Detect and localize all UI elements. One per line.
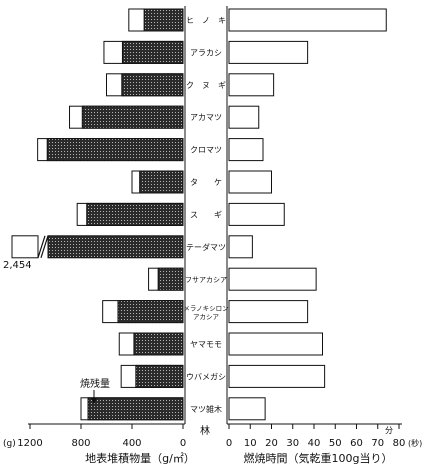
left-bar-area — [11, 8, 184, 421]
category-label: タ ケ — [190, 178, 222, 187]
left-bar-burned — [86, 202, 184, 226]
left-bar-burned — [143, 8, 184, 32]
category-label: クロマツ — [190, 146, 222, 155]
axis-break-mark — [37, 235, 46, 258]
left-x-tick-label: 800 — [71, 438, 90, 449]
left-bar-burned — [121, 40, 184, 64]
right-unit-tag: 分 — [385, 426, 393, 435]
left-bar-burned — [121, 73, 184, 97]
right-bar — [228, 138, 264, 162]
right-bar — [228, 397, 266, 421]
right-bar — [228, 73, 275, 97]
left-bar-burned — [157, 267, 184, 291]
left-bar-residue — [11, 235, 39, 259]
left-bar-burned — [81, 105, 184, 129]
right-bar — [228, 332, 323, 356]
category-label: ウバメガシ — [186, 371, 226, 381]
left-x-tick-label: 1200 — [17, 438, 42, 449]
residue-arrowhead — [91, 398, 97, 404]
left-bar-burned — [133, 332, 184, 356]
right-axis-title: 燃焼時間（気乾重100g当り） — [244, 451, 393, 465]
broken-bar-value-label: 2,454 — [3, 260, 32, 271]
right-bar — [228, 40, 309, 64]
right-x-tick-label: 40 — [308, 438, 321, 449]
left-bar-burned — [87, 397, 184, 421]
left-axis-title: 地表堆積物量（g/㎡） — [85, 451, 195, 465]
right-bar-area — [228, 8, 387, 421]
right-bar — [228, 105, 260, 129]
category-label: ヤマモモ — [190, 340, 222, 349]
right-x-tick-label: 10 — [244, 438, 257, 449]
left-bar-burned — [117, 300, 184, 324]
left-x-tick-label: 400 — [122, 438, 141, 449]
right-bar — [228, 364, 326, 388]
right-bar — [228, 170, 272, 194]
category-label: メラノキシロンアカシア — [183, 305, 228, 322]
left-unit-tag: (g) — [3, 439, 16, 449]
right-x-tick-label: 0 — [226, 438, 232, 449]
right-bar — [228, 8, 387, 32]
right-bar — [228, 267, 317, 291]
left-bar-burned — [135, 364, 184, 388]
right-x-tick-label: 30 — [286, 438, 299, 449]
axes: 1200 800 400 0 0 10 20 30 40 50 60 70 80 — [17, 6, 405, 449]
right-x-tick-label: 50 — [329, 438, 342, 449]
category-label: ク ヌ ギ — [186, 81, 226, 90]
category-label: テーダマツ — [186, 242, 226, 252]
right-x-tick-label: 80 — [393, 438, 406, 449]
right-x-tick-label: 70 — [371, 438, 384, 449]
right-bar — [228, 300, 309, 324]
left-bar-burned — [139, 170, 184, 194]
residue-annotation: 焼残量 — [80, 377, 110, 390]
axis-break-mark — [40, 235, 49, 258]
right-x-tick-label: 20 — [265, 438, 278, 449]
category-label: マツ雑木 — [190, 404, 222, 414]
right-x-tick-label: 60 — [350, 438, 363, 449]
right-time-unit-tag: (秒) — [408, 438, 422, 448]
category-label: ス ギ — [190, 210, 222, 219]
left-x-tick-label: 0 — [180, 438, 186, 449]
left-bar-burned — [47, 235, 184, 259]
category-label: ヒ ノ キ — [186, 16, 226, 25]
category-label: フサアカシア — [185, 276, 227, 284]
category-label: アラカシ — [190, 48, 222, 57]
category-header: 林 — [200, 424, 210, 437]
left-bar-burned — [46, 138, 184, 162]
right-bar — [228, 202, 285, 226]
category-label: アカマツ — [190, 113, 222, 122]
right-bar — [228, 235, 253, 259]
